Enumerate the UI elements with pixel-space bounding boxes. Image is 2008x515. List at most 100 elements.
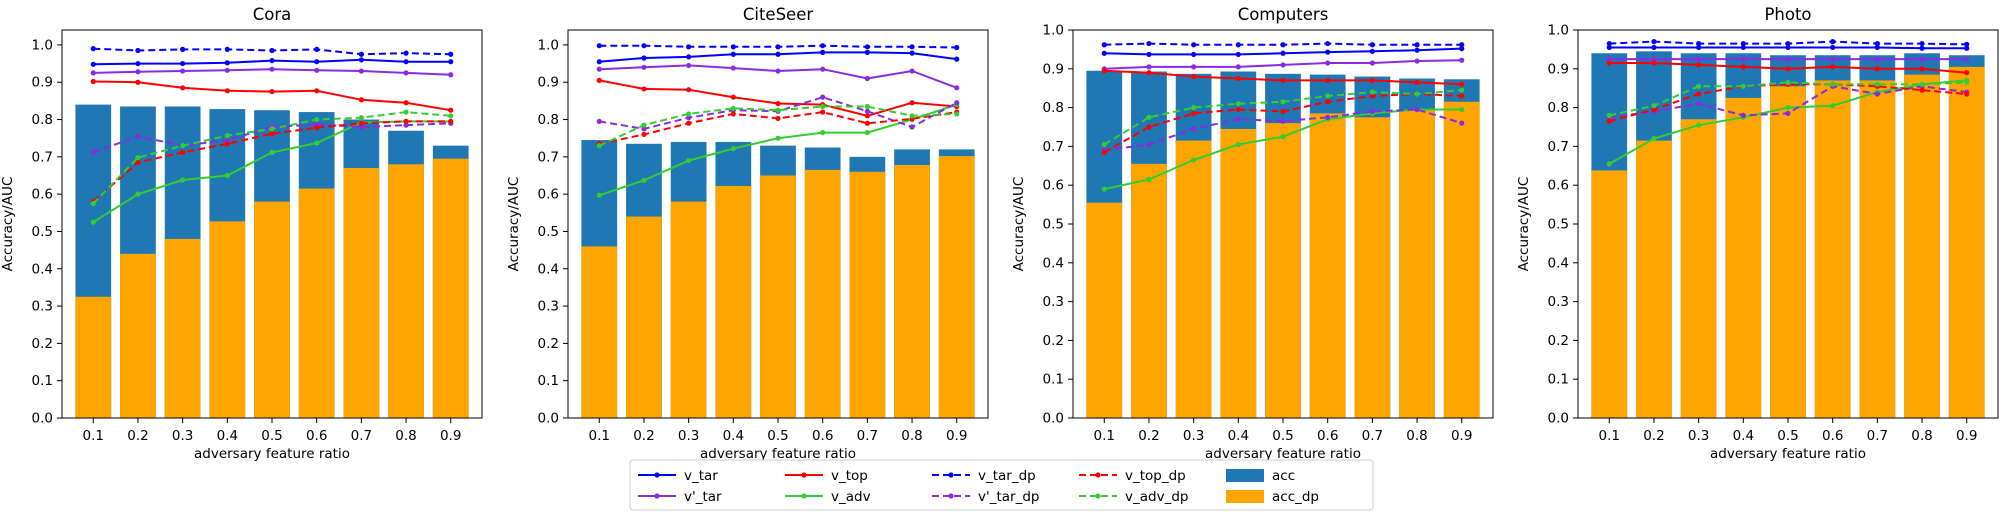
x-tick-label: 0.6 [812,428,833,444]
v-adv-dp-point [1740,83,1746,89]
legend-entry-v-top-dp: v_top_dp [1079,468,1186,484]
v-prime-tar-dp-point [1191,126,1197,132]
v-adv-dp-point [730,105,736,111]
v-top-point [1964,70,1970,76]
y-tick-label: 0.6 [32,187,53,203]
acc_dp-bar [760,175,796,418]
v-tar-dp-point [358,51,364,57]
y-tick-label: 0.6 [1043,178,1064,194]
v-prime-tar-point [686,62,692,69]
x-tick-label: 0.9 [440,428,461,444]
v-tar-dp-point [954,44,960,51]
x-tick-label: 0.3 [1183,428,1204,444]
y-tick-label: 0.0 [32,411,53,427]
v-prime-tar-point [820,66,826,72]
v-prime-tar-dp-point [909,124,915,130]
acc_dp-bar [1265,123,1301,419]
acc_dp-bar [894,165,930,418]
y-tick-label: 0.2 [32,336,53,352]
v-tar-dp-point [1830,39,1836,45]
y-tick-label: 0.5 [538,224,559,240]
v-prime-tar-dp-point [1325,114,1331,120]
v-prime-tar-dp-point [90,149,96,155]
v-tar-point [1874,44,1880,51]
v-top-dp-point [1606,118,1612,124]
v-top-point [596,77,602,83]
v-top-point [686,87,692,93]
v-adv-point [1459,106,1465,113]
v-adv-dp-point [1280,99,1286,105]
y-tick-label: 0.3 [32,299,53,315]
panels: 0.0 0.1 0.2 0.3 0.4 0.5 0.6 0.7 0.8 0.9 1.0 0.1 0.2 0… [0,5,1999,462]
legend-label: v_tar [684,468,718,484]
y-tick-label: 0.4 [538,261,559,277]
y-tick-label: 0.4 [32,261,53,277]
v-top-point [1101,68,1107,74]
v-top-dp-point [1369,93,1375,99]
v-adv-dp-point [1919,81,1925,87]
y-tick-label: 0.3 [538,299,559,315]
acc_dp-bar [1175,140,1212,418]
v-top-dp-point [641,131,647,138]
v-adv-dp-point [1606,112,1612,118]
y-tick-label: 0.2 [538,336,559,352]
v-adv-dp-point [686,111,692,117]
v-prime-tar-point [1964,56,1970,62]
acc_dp-bar [1725,97,1762,419]
v-prime-tar-point [641,64,647,70]
v-prime-tar-point [135,69,141,75]
acc_dp-bar [298,188,335,418]
v-top-dp-point [1919,87,1925,93]
v-adv-dp-point [909,113,915,119]
acc_dp-bar [1399,109,1435,418]
v-top-dp-line [1609,83,1967,123]
v-tar-point [1101,50,1107,56]
y-tick-label: 0.9 [1548,61,1569,77]
panel-cora: 0.0 0.1 0.2 0.3 0.4 0.5 0.6 0.7 0.8 0.9 1.0 0.1 0.2 0… [0,5,483,462]
v-top-dp-point [135,159,141,166]
acc_dp-bar [1948,66,1985,419]
legend-marker [948,472,954,478]
legend-label: v'_tar [684,489,722,505]
v-adv-dp-point [1696,83,1702,89]
v-tar-dp-point [1235,42,1241,48]
v-tar-dp-point [596,43,602,49]
v-prime-tar-point [180,68,186,74]
y-tick-label: 0.4 [1548,255,1569,271]
x-tick-label: 0.4 [1733,428,1754,444]
v-tar-dp-point [1459,42,1465,48]
v-tar-dp-point [1414,42,1420,48]
y-tick-label: 1.0 [538,37,559,53]
y-tick-label: 0.9 [1043,61,1064,77]
v-adv-point [1146,176,1152,182]
v-tar-dp-point [730,44,736,50]
v-adv-point [864,129,870,136]
v-prime-tar-point [358,68,364,74]
x-tick-label: 0.5 [1272,428,1293,444]
v-top-point [224,88,230,94]
v-top-point [358,97,364,103]
x-tick-label: 0.4 [217,428,238,444]
v-adv-point [1101,186,1107,192]
v-top-dp-point [314,125,320,131]
v-adv-dp-line [1609,81,1967,117]
acc_dp-bar [1904,74,1940,419]
y-tick-label: 1.0 [1043,23,1064,39]
acc_dp-bar [432,158,469,418]
y-tick-label: 0.1 [32,373,53,389]
acc_dp-bar [1770,86,1806,418]
v-adv-dp-point [314,116,320,123]
legend-label: acc_dp [1272,489,1319,505]
v-top-point [909,100,915,106]
acc_dp-bar [715,185,752,418]
acc_dp-bar [254,201,290,418]
panel-computers: 0.0 0.1 0.2 0.3 0.4 0.5 0.6 0.7 0.8 0.9 1.0 0.1 0.2 0… [1011,5,1494,462]
legend-entry-v-adv: v_adv [785,489,871,505]
x-tick-label: 0.9 [1956,428,1977,444]
x-tick-label: 0.9 [1451,428,1472,444]
y-tick-label: 0.1 [538,373,559,389]
v-adv-point [314,140,320,146]
v-tar-dp-point [269,47,275,54]
v-adv-point [1785,105,1791,111]
